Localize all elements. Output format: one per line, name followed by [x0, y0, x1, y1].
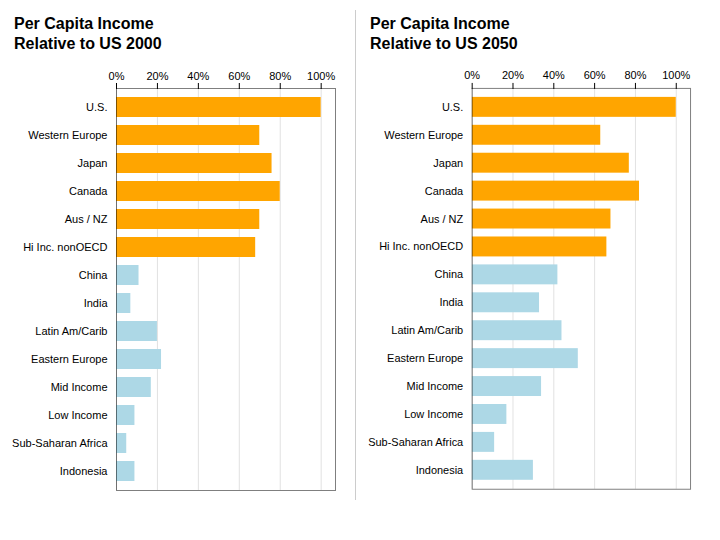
svg-text:60%: 60%: [228, 70, 250, 82]
svg-text:Latin Am/Carib: Latin Am/Carib: [35, 325, 107, 337]
svg-text:Low Income: Low Income: [404, 408, 463, 420]
svg-text:100%: 100%: [307, 70, 335, 82]
svg-text:China: China: [435, 268, 465, 280]
svg-text:Indonesia: Indonesia: [60, 465, 109, 477]
svg-text:Sub-Saharan Africa: Sub-Saharan Africa: [368, 436, 464, 448]
svg-text:Western Europe: Western Europe: [28, 129, 107, 141]
svg-text:U.S.: U.S.: [86, 101, 107, 113]
svg-text:Eastern Europe: Eastern Europe: [387, 352, 463, 364]
svg-text:Canada: Canada: [69, 185, 108, 197]
svg-text:Canada: Canada: [425, 185, 464, 197]
svg-text:Hi Inc. nonOECD: Hi Inc. nonOECD: [379, 240, 463, 252]
svg-text:China: China: [79, 269, 109, 281]
svg-text:Japan: Japan: [433, 157, 463, 169]
svg-text:100%: 100%: [662, 69, 690, 81]
svg-text:India: India: [439, 296, 464, 308]
svg-text:0%: 0%: [464, 69, 480, 81]
svg-text:0%: 0%: [109, 70, 125, 82]
html-text:Per Capita Income Relative to: Per Capita Income Relative to US 2000: [14, 15, 162, 52]
svg-text:Low Income: Low Income: [48, 409, 107, 421]
html-text:Per Capita Income Relative to: Per Capita Income Relative to US 2050: [370, 15, 518, 52]
svg-text:Aus / NZ: Aus / NZ: [421, 213, 464, 225]
svg-text:Hi Inc. nonOECD: Hi Inc. nonOECD: [23, 241, 107, 253]
svg-text:Eastern Europe: Eastern Europe: [31, 353, 107, 365]
svg-text:India: India: [84, 297, 109, 309]
svg-text:U.S.: U.S.: [442, 101, 463, 113]
svg-text:80%: 80%: [269, 70, 291, 82]
svg-text:40%: 40%: [543, 69, 565, 81]
svg-text:20%: 20%: [502, 69, 524, 81]
svg-text:40%: 40%: [187, 70, 209, 82]
svg-text:Mid Income: Mid Income: [51, 381, 108, 393]
svg-text:60%: 60%: [584, 69, 606, 81]
svg-text:20%: 20%: [146, 70, 168, 82]
svg-text:Latin Am/Carib: Latin Am/Carib: [391, 324, 463, 336]
svg-text:Aus / NZ: Aus / NZ: [65, 213, 108, 225]
svg-text:Sub-Saharan Africa: Sub-Saharan Africa: [12, 437, 108, 449]
svg-text:Mid Income: Mid Income: [407, 380, 464, 392]
svg-text:Indonesia: Indonesia: [416, 464, 464, 476]
svg-text:80%: 80%: [624, 69, 646, 81]
svg-text:Japan: Japan: [78, 157, 108, 169]
svg-text:Western Europe: Western Europe: [384, 129, 463, 141]
